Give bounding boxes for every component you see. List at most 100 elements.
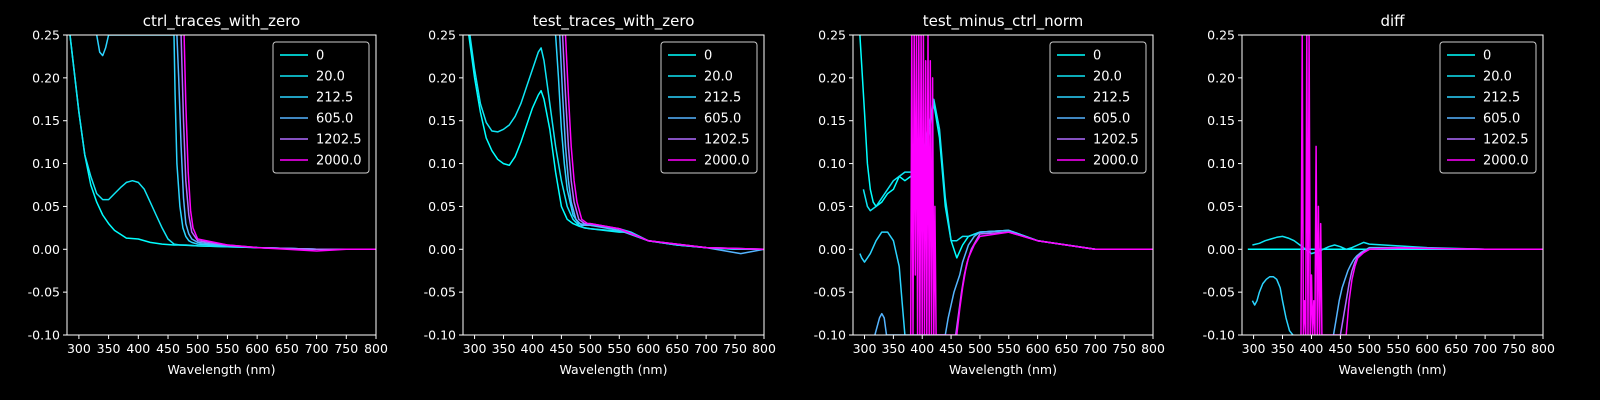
series-line-20.0 <box>1252 235 1543 255</box>
legend-label: 212.5 <box>1093 91 1130 106</box>
x-tick-label: 700 <box>694 341 718 356</box>
series-group <box>468 35 764 255</box>
chart-title: ctrl_traces_with_zero <box>143 12 300 31</box>
y-tick-label: 0.20 <box>818 70 846 85</box>
x-tick-label: 500 <box>578 341 602 356</box>
x-tick-label: 500 <box>968 341 992 356</box>
series-line-1202.5 <box>954 231 1153 335</box>
y-tick-label: 0.05 <box>32 199 60 214</box>
y-tick-label: 0.10 <box>32 156 60 171</box>
x-tick-label: 700 <box>305 341 329 356</box>
y-tick-label: -0.05 <box>28 285 60 300</box>
legend-box <box>1049 41 1147 174</box>
x-tick-label: 400 <box>910 341 934 356</box>
legend-label: 605.0 <box>1483 112 1520 127</box>
y-tick-label: 0.00 <box>1207 242 1235 257</box>
x-axis-label: Wavelength (nm) <box>949 362 1057 377</box>
chart-title: test_minus_ctrl_norm <box>923 12 1084 31</box>
legend-label: 1202.5 <box>1483 133 1529 148</box>
x-tick-label: 350 <box>881 341 905 356</box>
y-tick-label: 0.15 <box>32 113 60 128</box>
legend-label: 605.0 <box>704 112 741 127</box>
x-tick-label: 300 <box>1242 341 1266 356</box>
legend: 0 20.0 212.5 605.0 1202.5 2000.0 <box>1049 41 1147 174</box>
x-tick-label: 750 <box>334 341 358 356</box>
axes-frame <box>66 34 377 336</box>
y-tick-label: 0.10 <box>1207 156 1235 171</box>
chart-panel: 300 350 400 450 500 550 600 650 700 750 800 -0.10 -0… <box>424 12 776 377</box>
y-tick-label: -0.10 <box>1203 328 1235 343</box>
axes-frame <box>1241 34 1544 336</box>
x-tick-label: 550 <box>1386 341 1410 356</box>
axes-frame <box>462 34 765 336</box>
legend-box <box>1439 41 1537 174</box>
legend-box <box>272 41 370 174</box>
x-tick-label: 550 <box>216 341 240 356</box>
y-tick-label: 0.15 <box>1207 113 1235 128</box>
y-tick-label: -0.05 <box>424 285 456 300</box>
y-tick-label: 0.05 <box>1207 199 1235 214</box>
chart-title: test_traces_with_zero <box>533 12 695 31</box>
y-tick-label: 0.05 <box>818 199 846 214</box>
legend-label: 0 <box>1483 49 1491 64</box>
legend: 0 20.0 212.5 605.0 1202.5 2000.0 <box>660 41 758 174</box>
x-tick-label: 600 <box>636 341 660 356</box>
chart-title: diff <box>1380 12 1405 30</box>
axes-frame <box>852 34 1154 336</box>
x-tick-label: 800 <box>1531 341 1555 356</box>
series-group <box>1247 35 1543 335</box>
x-tick-label: 700 <box>1473 341 1497 356</box>
y-tick-label: 0.05 <box>428 199 456 214</box>
x-tick-label: 350 <box>97 341 121 356</box>
legend-label: 0 <box>316 49 324 64</box>
series-line-605.0 <box>1332 246 1543 335</box>
y-tick-label: 0.10 <box>818 156 846 171</box>
x-tick-label: 300 <box>853 341 877 356</box>
x-tick-label: 400 <box>521 341 545 356</box>
y-tick-label: -0.05 <box>1203 285 1235 300</box>
y-tick-label: 0.20 <box>428 70 456 85</box>
series-line-2000.0 <box>1300 35 1543 335</box>
y-tick-label: -0.10 <box>28 328 60 343</box>
legend-label: 20.0 <box>316 70 345 85</box>
legend-label: 212.5 <box>316 91 353 106</box>
x-tick-label: 750 <box>1502 341 1526 356</box>
x-tick-label: 750 <box>723 341 747 356</box>
x-tick-label: 750 <box>1112 341 1136 356</box>
legend-label: 2000.0 <box>316 154 362 169</box>
series-line-212.5 <box>859 231 906 335</box>
legend-label: 20.0 <box>1093 70 1122 85</box>
x-tick-label: 550 <box>607 341 631 356</box>
legend-label: 20.0 <box>704 70 733 85</box>
series-group <box>859 35 1153 335</box>
x-axis-label: Wavelength (nm) <box>1339 362 1447 377</box>
series-line-212.5 <box>1251 275 1294 335</box>
legend: 0 20.0 212.5 605.0 1202.5 2000.0 <box>1439 41 1537 174</box>
y-tick-label: 0.15 <box>428 113 456 128</box>
x-tick-label: 800 <box>1141 341 1165 356</box>
x-tick-label: 650 <box>275 341 299 356</box>
x-tick-label: 400 <box>1300 341 1324 356</box>
legend-label: 1202.5 <box>704 133 750 148</box>
chart-panel: 300 350 400 450 500 550 600 650 700 750 800 -0.10 -0… <box>28 12 388 377</box>
x-axis-label: Wavelength (nm) <box>560 362 668 377</box>
series-line-2000.0 <box>909 35 1153 335</box>
legend: 0 20.0 212.5 605.0 1202.5 2000.0 <box>272 41 370 174</box>
y-tick-label: 0.25 <box>428 28 456 43</box>
x-tick-label: 600 <box>1026 341 1050 356</box>
legend-label: 2000.0 <box>704 154 750 169</box>
x-tick-label: 550 <box>997 341 1021 356</box>
legend-label: 605.0 <box>316 112 353 127</box>
y-tick-label: 0.15 <box>818 113 846 128</box>
x-tick-label: 600 <box>1415 341 1439 356</box>
y-tick-label: 0.20 <box>1207 70 1235 85</box>
legend-label: 605.0 <box>1093 112 1130 127</box>
x-tick-label: 350 <box>492 341 516 356</box>
x-tick-label: 450 <box>549 341 573 356</box>
legend-label: 1202.5 <box>316 133 362 148</box>
series-line-1202.5 <box>180 35 376 251</box>
x-tick-label: 350 <box>1271 341 1295 356</box>
y-tick-label: 0.00 <box>818 242 846 257</box>
y-tick-label: 0.00 <box>32 242 60 257</box>
